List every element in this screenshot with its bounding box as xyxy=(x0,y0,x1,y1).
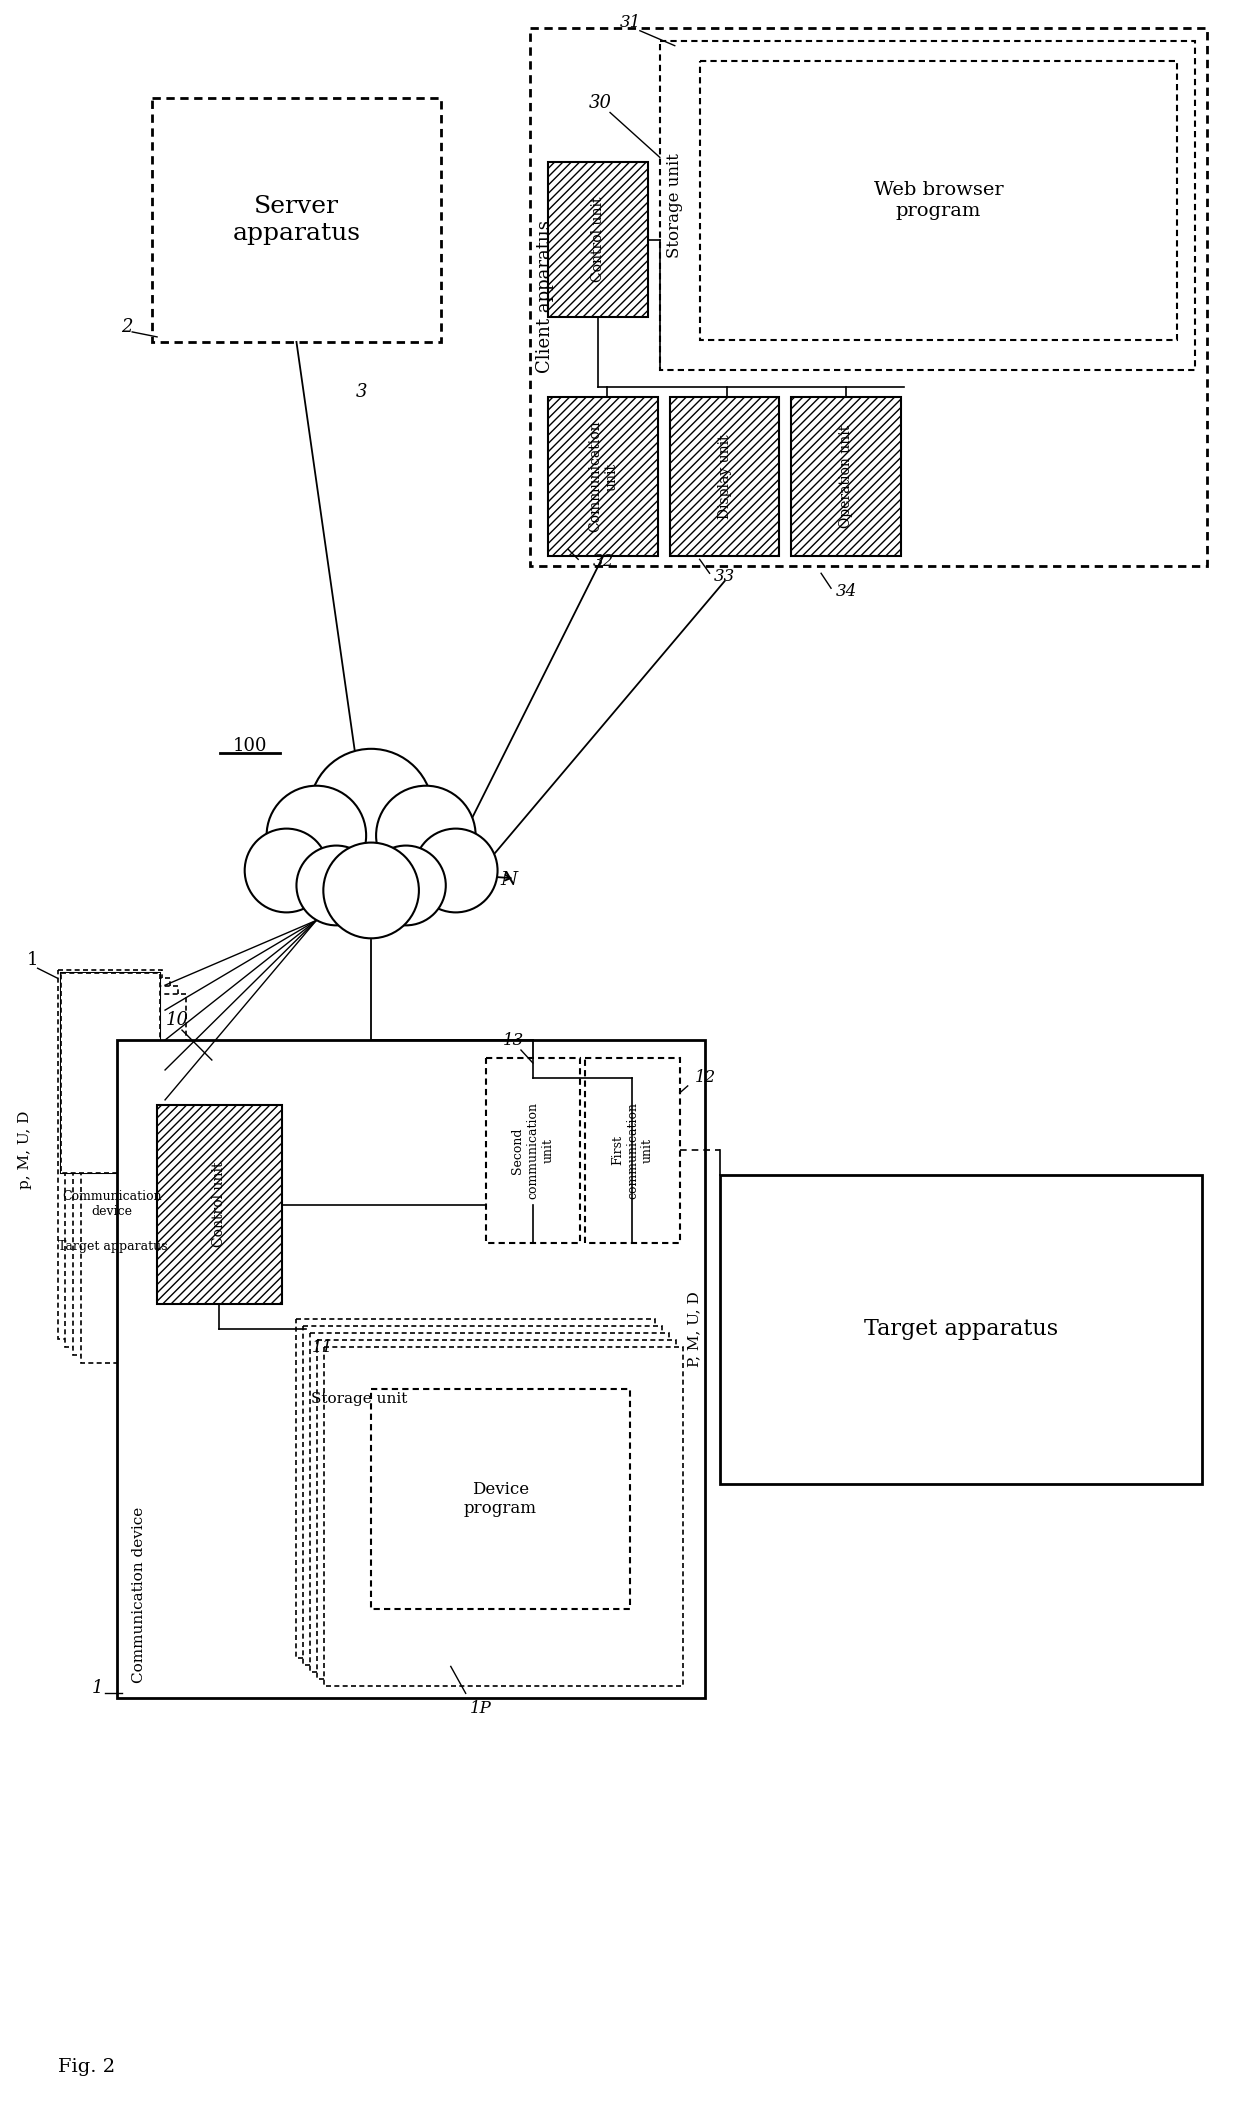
Text: Client apparatus: Client apparatus xyxy=(537,221,554,373)
Bar xyxy=(486,1058,580,1243)
Circle shape xyxy=(414,829,497,912)
Bar xyxy=(317,1340,676,1680)
Text: N: N xyxy=(501,872,517,889)
Bar xyxy=(61,974,160,1173)
Circle shape xyxy=(324,842,419,937)
Bar xyxy=(57,969,162,1338)
Bar xyxy=(73,986,179,1355)
Text: Storage unit: Storage unit xyxy=(666,153,683,257)
Bar xyxy=(699,62,1178,339)
Bar xyxy=(585,1058,680,1243)
Bar xyxy=(548,397,658,556)
Text: 31: 31 xyxy=(619,15,641,32)
Text: First
communication
unit: First communication unit xyxy=(611,1101,653,1198)
Bar xyxy=(670,397,779,556)
Bar xyxy=(371,1389,630,1608)
Text: Server
apparatus: Server apparatus xyxy=(232,195,361,244)
Bar xyxy=(157,1105,281,1304)
Bar xyxy=(82,995,186,1364)
Circle shape xyxy=(267,785,366,884)
Text: Control unit: Control unit xyxy=(212,1162,227,1247)
Text: Second
communication
unit: Second communication unit xyxy=(511,1101,554,1198)
Text: 34: 34 xyxy=(836,583,857,600)
Text: P, M, U, D: P, M, U, D xyxy=(688,1292,702,1368)
Bar xyxy=(304,1326,662,1665)
Bar xyxy=(61,974,160,1173)
Bar xyxy=(531,28,1208,566)
Bar xyxy=(153,98,440,341)
Text: Fig. 2: Fig. 2 xyxy=(57,2057,114,2076)
Text: Control unit: Control unit xyxy=(591,197,605,282)
Bar xyxy=(157,1105,281,1304)
Text: 1P: 1P xyxy=(470,1699,491,1716)
Bar xyxy=(548,397,658,556)
Text: 100: 100 xyxy=(232,736,267,755)
Bar xyxy=(548,163,647,316)
Text: 13: 13 xyxy=(502,1031,523,1048)
Text: 12: 12 xyxy=(694,1069,715,1086)
Bar xyxy=(66,978,170,1347)
Circle shape xyxy=(366,846,446,925)
Bar xyxy=(548,163,647,316)
Text: 30: 30 xyxy=(589,93,611,112)
Text: 11: 11 xyxy=(311,1338,332,1355)
Bar xyxy=(791,397,900,556)
Bar xyxy=(719,1175,1203,1485)
Text: 1: 1 xyxy=(92,1680,103,1697)
Circle shape xyxy=(244,829,329,912)
Text: Device
program: Device program xyxy=(464,1480,537,1517)
Text: Communication device: Communication device xyxy=(133,1508,146,1684)
Bar xyxy=(310,1334,668,1671)
Circle shape xyxy=(376,785,476,884)
Text: 10: 10 xyxy=(165,1012,188,1029)
Bar xyxy=(791,397,900,556)
Text: 2: 2 xyxy=(122,318,133,335)
Text: 1: 1 xyxy=(27,950,38,969)
Text: Storage unit: Storage unit xyxy=(311,1391,408,1406)
Text: 32: 32 xyxy=(593,554,614,571)
Text: 33: 33 xyxy=(714,568,735,585)
Text: Communication
device: Communication device xyxy=(62,1190,162,1217)
Circle shape xyxy=(310,749,433,872)
Bar xyxy=(325,1347,683,1686)
Bar xyxy=(660,40,1195,369)
Text: Target apparatus: Target apparatus xyxy=(57,1239,167,1254)
Text: Display unit: Display unit xyxy=(718,435,732,520)
Text: Communication
unit: Communication unit xyxy=(588,420,619,532)
Bar xyxy=(118,1039,704,1699)
Bar xyxy=(670,397,779,556)
Text: 3: 3 xyxy=(356,382,368,401)
Text: Operation unit: Operation unit xyxy=(839,424,853,528)
Circle shape xyxy=(296,846,376,925)
Text: p, M, U, D: p, M, U, D xyxy=(17,1111,32,1190)
Text: Web browser
program: Web browser program xyxy=(874,180,1003,221)
Bar xyxy=(296,1319,655,1659)
Text: Target apparatus: Target apparatus xyxy=(864,1319,1058,1340)
